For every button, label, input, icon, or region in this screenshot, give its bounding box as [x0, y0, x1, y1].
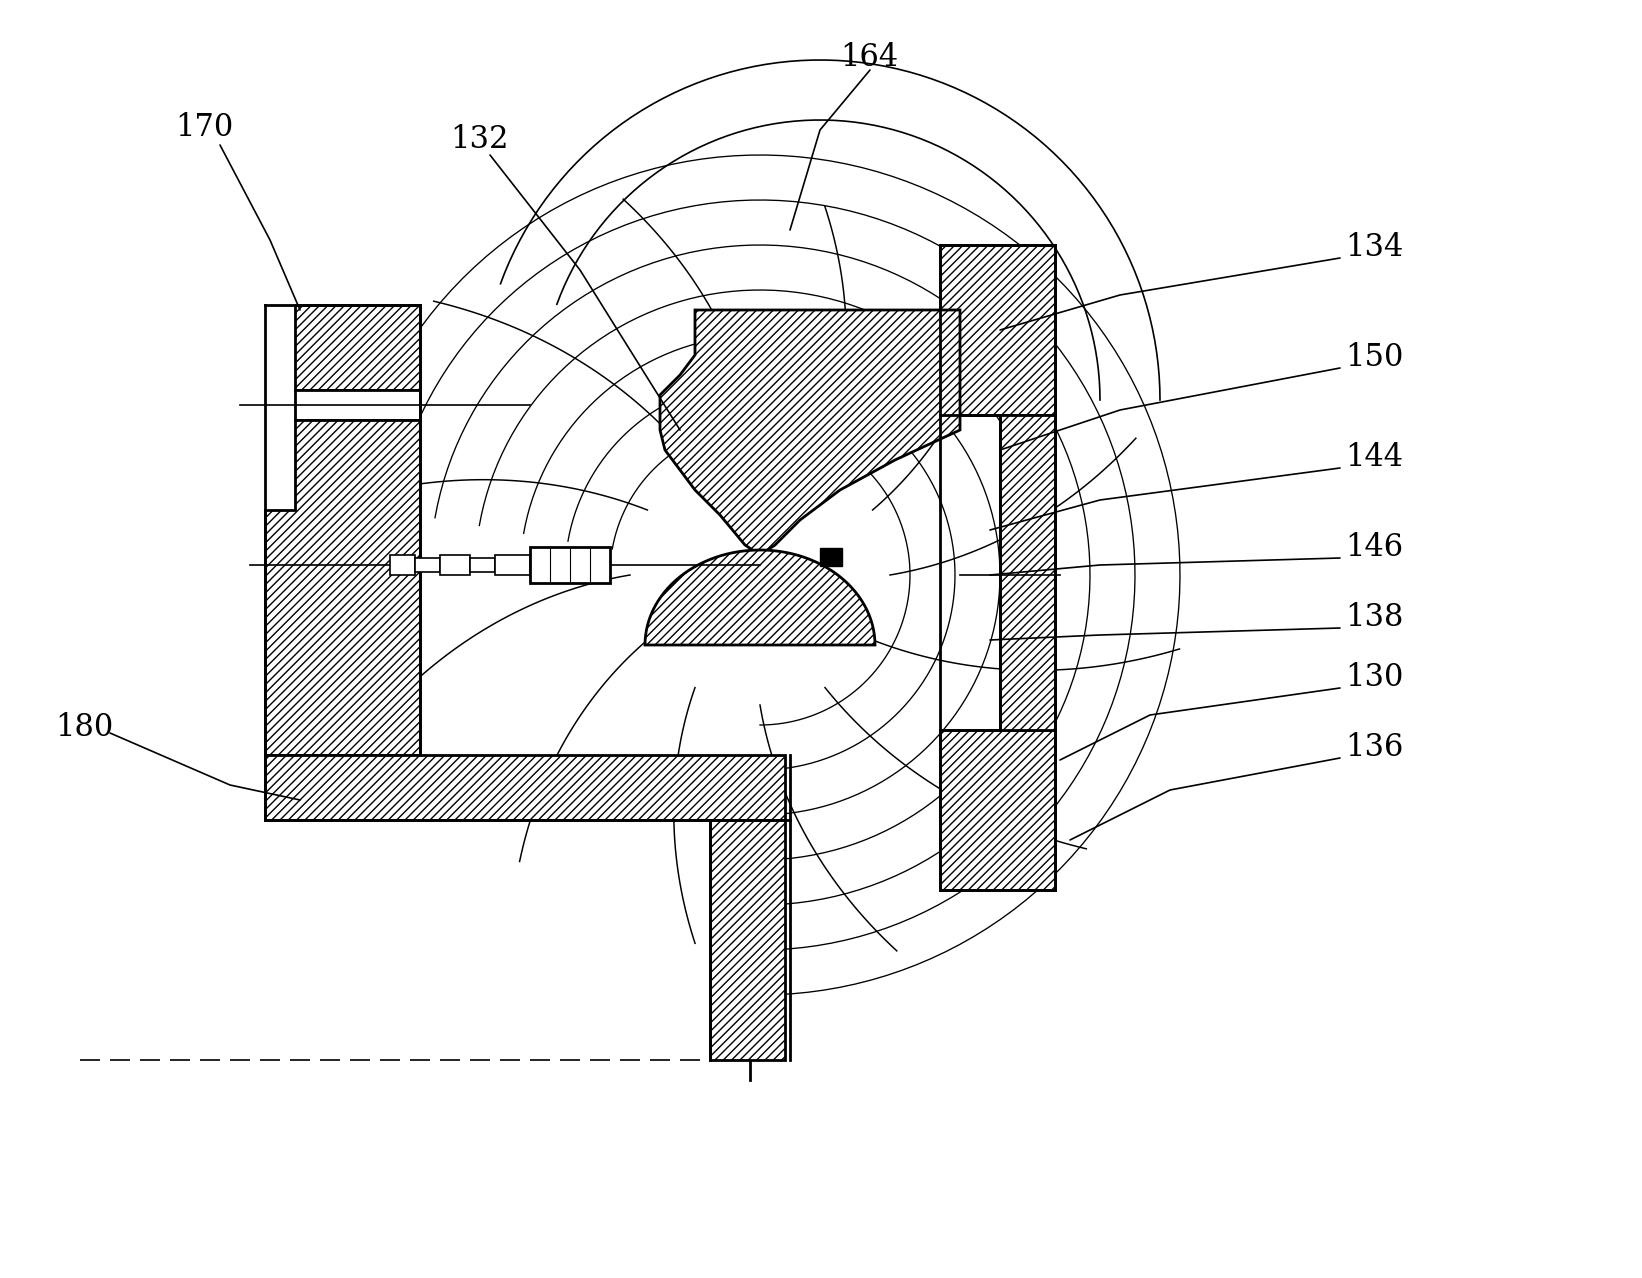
Text: 134: 134	[1345, 233, 1404, 263]
Polygon shape	[939, 245, 1056, 415]
Polygon shape	[264, 420, 420, 755]
Text: 164: 164	[841, 42, 898, 74]
Text: 180: 180	[54, 713, 113, 744]
Bar	[530, 547, 609, 583]
Bar	[494, 555, 530, 575]
Text: 136: 136	[1345, 732, 1404, 763]
Bar	[391, 555, 415, 575]
Polygon shape	[1000, 415, 1056, 730]
Polygon shape	[645, 550, 875, 645]
Bar	[440, 555, 470, 575]
Text: 144: 144	[1345, 442, 1402, 474]
Polygon shape	[660, 311, 961, 555]
Polygon shape	[939, 730, 1056, 889]
Text: 150: 150	[1345, 343, 1404, 373]
Polygon shape	[264, 755, 785, 820]
Polygon shape	[296, 305, 420, 390]
Bar	[819, 548, 842, 566]
Polygon shape	[709, 820, 785, 1059]
Text: 138: 138	[1345, 602, 1404, 634]
Text: 132: 132	[450, 124, 509, 156]
Text: 130: 130	[1345, 662, 1404, 694]
Bar	[470, 558, 494, 573]
Polygon shape	[296, 390, 420, 420]
Bar	[415, 558, 440, 573]
Text: 146: 146	[1345, 533, 1404, 564]
Text: 170: 170	[176, 112, 233, 143]
